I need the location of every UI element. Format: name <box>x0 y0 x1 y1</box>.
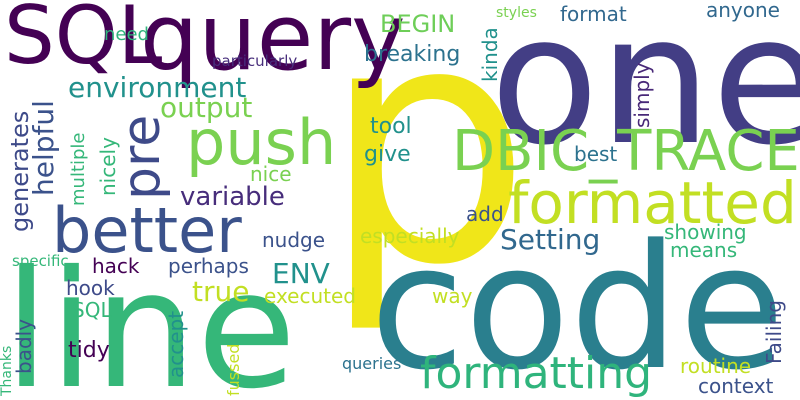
word-formatting: formatting <box>420 348 653 399</box>
word-better: better <box>52 194 242 267</box>
word-helpful: helpful <box>27 100 60 196</box>
word-failing: Failing <box>762 300 786 364</box>
word-breaking: breaking <box>364 42 461 67</box>
word-best: best <box>574 142 618 166</box>
word-nice: nice <box>250 162 292 186</box>
word-hook: hook <box>66 276 115 300</box>
word-thanks: Thanks <box>0 345 15 396</box>
word-styles: styles <box>496 5 537 21</box>
word-showing: showing <box>664 220 747 244</box>
word-env: ENV <box>272 257 330 290</box>
word-add: add <box>466 202 504 226</box>
word-pre: pre <box>112 114 172 200</box>
word-environment: environment <box>68 71 247 104</box>
word-way: way <box>432 284 473 308</box>
word-formatted: formatted <box>508 169 797 237</box>
word-anyone: anyone <box>706 0 780 22</box>
word-particularly: particularly <box>212 52 298 70</box>
word-query: query <box>140 0 406 91</box>
word-give: give <box>364 142 411 167</box>
word-nicely: nicely <box>96 137 120 196</box>
word-kinda: kinda <box>478 27 502 82</box>
word-multiple: multiple <box>68 132 89 206</box>
word-badly: badly <box>12 318 36 374</box>
word-output: output <box>160 91 253 124</box>
word-setting: Setting <box>500 223 601 256</box>
word-one: one <box>490 0 800 184</box>
word-sql-large: SQL <box>4 0 163 82</box>
word-perhaps: perhaps <box>168 254 249 278</box>
word-push: push <box>186 106 337 179</box>
word-format: format <box>560 2 627 26</box>
word-hack: hack <box>92 254 140 278</box>
word-specific: specific <box>12 252 69 270</box>
word-routine: routine <box>680 354 752 378</box>
word-true: true <box>192 275 250 308</box>
word-dbic-trace: DBIC_TRACE <box>452 119 800 184</box>
word-p: p <box>322 0 532 337</box>
word-tool: tool <box>370 114 412 139</box>
word-accept: accept <box>164 310 188 378</box>
word-context: context <box>698 374 774 398</box>
word-need: need <box>104 24 149 45</box>
word-executed: executed <box>264 284 356 308</box>
word-code: code <box>370 207 785 400</box>
word-variable: variable <box>180 182 285 212</box>
word-generates: generates <box>6 110 34 232</box>
word-fussed: fussed <box>224 343 243 396</box>
word-nudge: nudge <box>262 228 326 252</box>
word-line: line <box>4 237 297 400</box>
word-means: means <box>670 238 738 262</box>
word-begin: BEGIN <box>380 10 456 38</box>
word-especially: especially <box>360 224 460 248</box>
word-queries: queries <box>342 354 402 373</box>
word-simply: simply <box>630 62 654 128</box>
word-tidy: tidy <box>68 338 110 363</box>
word-sql-small: SQL <box>72 298 112 322</box>
